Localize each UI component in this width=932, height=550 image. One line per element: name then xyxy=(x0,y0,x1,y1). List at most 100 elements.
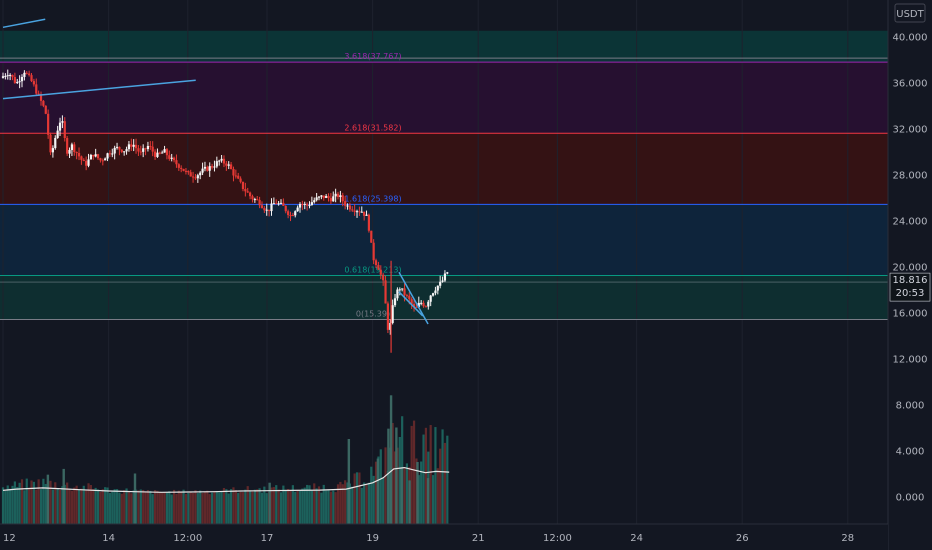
last-price: 18.816 xyxy=(893,275,928,286)
volume-bar xyxy=(370,466,373,525)
candle xyxy=(410,299,413,304)
volume-bar xyxy=(332,490,335,525)
candle xyxy=(301,204,304,206)
candle xyxy=(75,152,78,154)
y-tick-label: 16.000 xyxy=(893,309,928,320)
volume-bar xyxy=(365,485,368,525)
trend-lines[interactable] xyxy=(2,18,429,325)
time-axis[interactable] xyxy=(0,524,888,550)
volume-bar xyxy=(358,472,361,525)
x-tick-label: 14 xyxy=(102,533,115,544)
volume-bar xyxy=(263,486,266,525)
volume-bar xyxy=(389,395,393,525)
volume-bar xyxy=(443,442,447,525)
last-price-tag: 18.816 20:53 xyxy=(889,272,931,302)
volume-bar xyxy=(367,482,371,525)
volume-bar xyxy=(199,490,202,525)
candle xyxy=(263,208,266,211)
volume-bar xyxy=(215,491,218,525)
candle xyxy=(99,158,102,161)
volume-bar xyxy=(298,490,302,525)
volume-bar xyxy=(58,489,62,525)
volume-bar xyxy=(23,490,26,525)
volume-bar xyxy=(56,488,59,525)
candle xyxy=(94,154,97,157)
volume-bar xyxy=(416,462,419,525)
volume-bar xyxy=(80,488,83,525)
candle xyxy=(96,154,100,159)
candle xyxy=(389,322,392,330)
candle xyxy=(379,269,382,275)
candle xyxy=(70,144,74,150)
volume-bar xyxy=(6,485,9,525)
volume-bar xyxy=(363,482,366,525)
trend-line[interactable] xyxy=(2,79,196,100)
candle xyxy=(372,242,375,261)
candle xyxy=(332,196,335,202)
candle xyxy=(156,152,159,157)
candle xyxy=(184,170,188,172)
volume-bar xyxy=(289,491,292,525)
candle xyxy=(142,148,145,152)
candle xyxy=(446,272,449,274)
candle xyxy=(203,166,207,169)
trend-line[interactable] xyxy=(398,291,424,317)
candle xyxy=(63,121,66,139)
x-tick-label: 12:00 xyxy=(543,533,572,544)
candle xyxy=(113,147,116,154)
candle xyxy=(303,203,306,205)
candle xyxy=(134,144,138,149)
volume-bar xyxy=(42,478,45,525)
candle xyxy=(32,81,35,85)
candle xyxy=(322,195,325,198)
candle xyxy=(215,161,218,167)
candle xyxy=(325,196,328,198)
volume-bar xyxy=(133,473,137,525)
candle xyxy=(6,75,9,77)
candle xyxy=(282,202,285,206)
volume-bar xyxy=(51,489,54,525)
volume-bar xyxy=(170,494,173,525)
candle xyxy=(374,260,378,266)
currency-badge[interactable]: USDT xyxy=(894,3,926,23)
candle xyxy=(115,146,119,148)
volume-bar xyxy=(249,490,252,525)
volume-bar xyxy=(347,439,351,525)
candle xyxy=(401,288,404,290)
volume-bar xyxy=(120,493,123,525)
candle xyxy=(403,288,406,296)
candle xyxy=(16,82,19,84)
trend-line[interactable] xyxy=(2,18,46,29)
volume-series xyxy=(1,395,450,525)
volume-bar xyxy=(268,482,271,525)
volume-bar xyxy=(320,492,323,525)
candle xyxy=(296,207,299,212)
volume-bar xyxy=(220,490,223,525)
volume-bar xyxy=(151,494,154,525)
candle xyxy=(289,215,292,217)
volume-bar xyxy=(123,490,126,525)
volume-bar xyxy=(111,491,114,525)
volume-bar xyxy=(20,479,24,525)
candle xyxy=(396,289,399,299)
candle xyxy=(151,146,154,152)
candle xyxy=(47,113,50,135)
volume-bar xyxy=(355,472,359,525)
volume-bar xyxy=(30,480,33,525)
candle xyxy=(77,152,81,157)
fib-label: 3.618(37.767) xyxy=(344,52,401,61)
volume-bar xyxy=(61,486,64,525)
volume-ma-line xyxy=(2,466,450,493)
volume-bar xyxy=(282,485,285,525)
candle xyxy=(398,289,401,291)
volume-bar xyxy=(258,488,261,525)
volume-bar xyxy=(44,484,47,525)
volume-bar xyxy=(241,492,245,525)
candle xyxy=(393,298,397,306)
candle xyxy=(431,293,435,296)
candle xyxy=(239,178,242,182)
candle xyxy=(80,156,83,160)
volume-bar xyxy=(191,492,195,525)
volume-bar xyxy=(410,425,413,525)
